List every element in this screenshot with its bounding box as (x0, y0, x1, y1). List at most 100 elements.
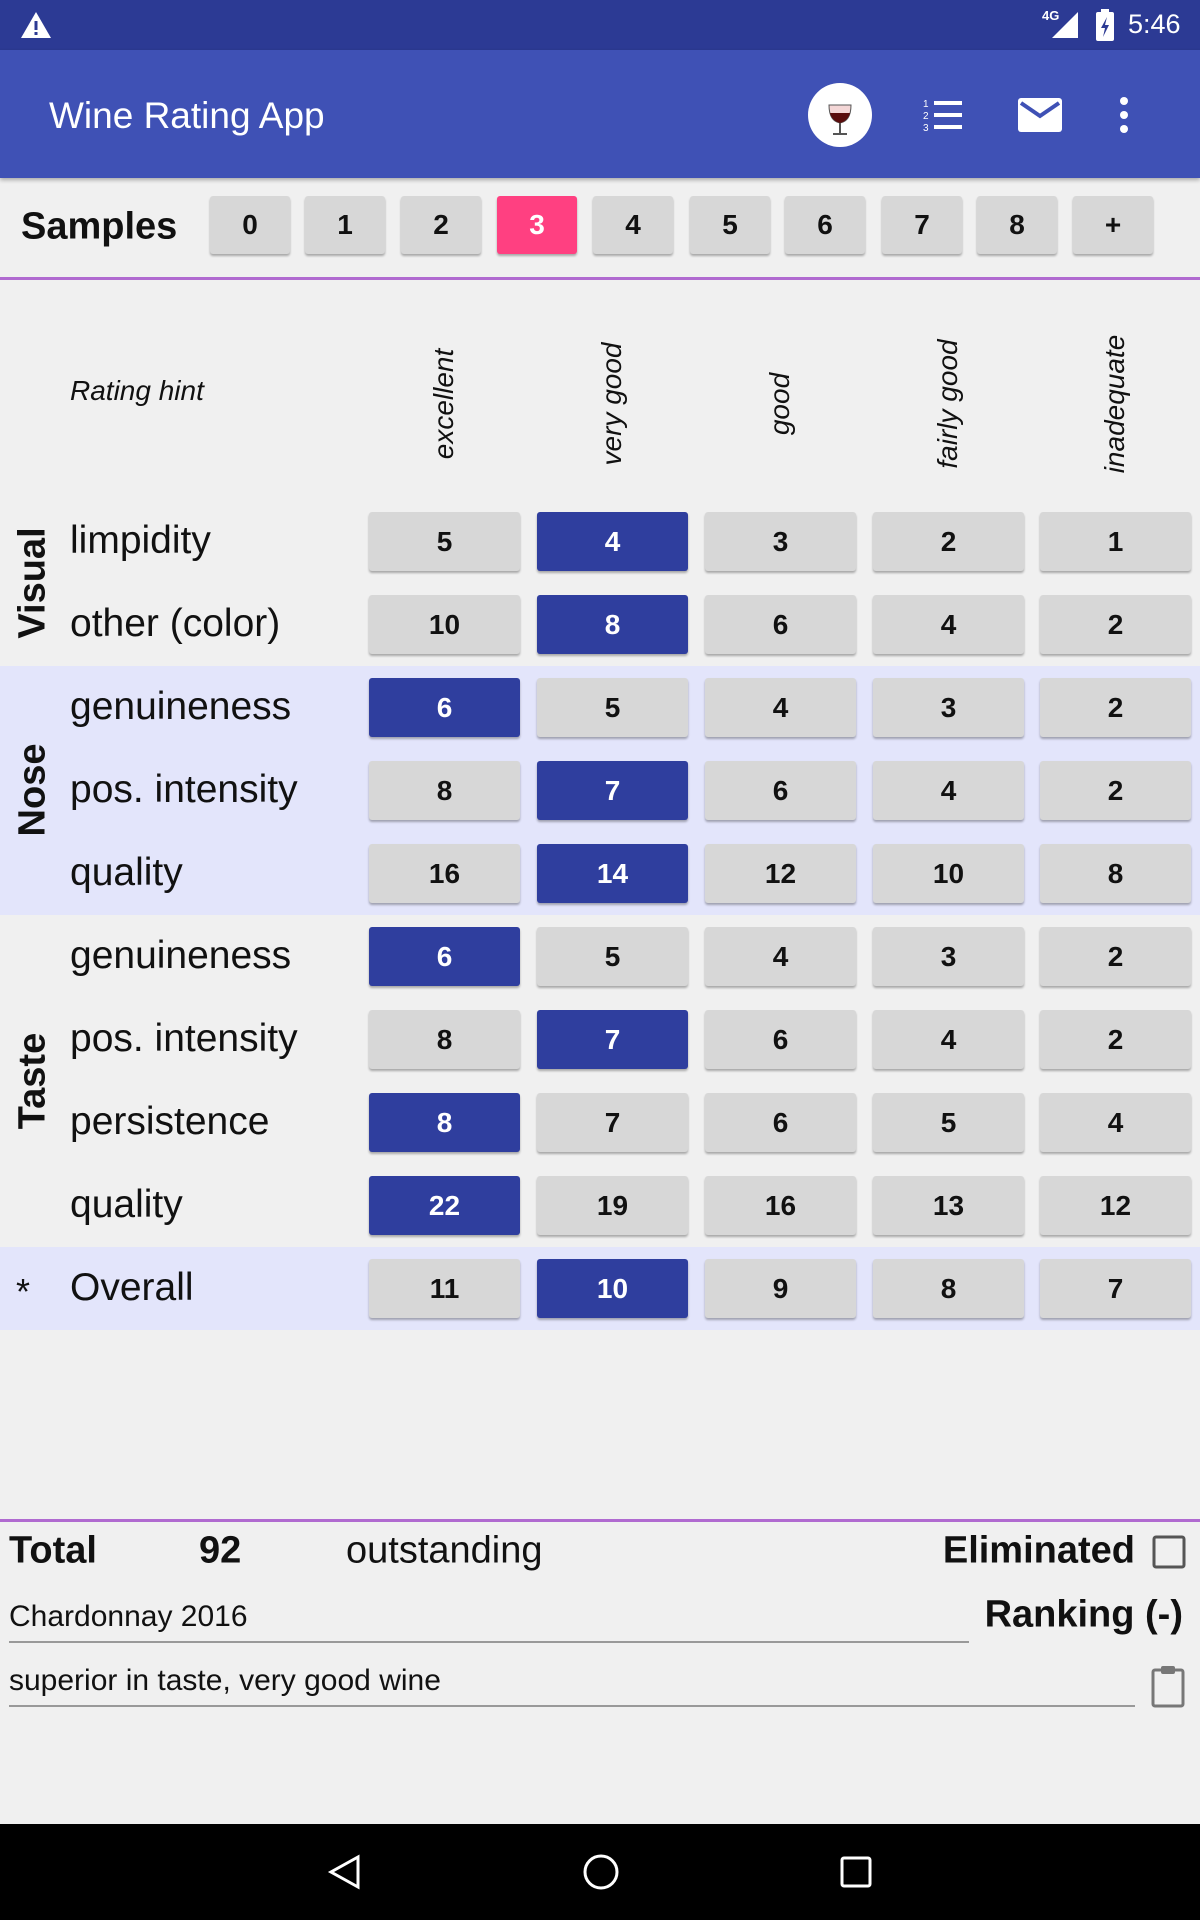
score-button[interactable]: 2 (1040, 678, 1191, 737)
column-header: fairly good (932, 339, 963, 469)
column-header: good (764, 372, 795, 436)
signal-icon (1052, 12, 1078, 38)
input-underline (9, 1641, 969, 1643)
score-button[interactable]: 9 (705, 1259, 856, 1318)
score-button[interactable]: 2 (1040, 927, 1191, 986)
svg-text:3: 3 (923, 123, 929, 133)
sample-button[interactable]: 6 (785, 196, 865, 254)
score-button[interactable]: 8 (369, 1010, 520, 1069)
sample-button[interactable]: 5 (690, 196, 770, 254)
sample-button[interactable]: 0 (210, 196, 290, 254)
score-button[interactable]: 7 (537, 761, 688, 820)
overflow-menu-button[interactable] (1114, 95, 1134, 135)
score-button[interactable]: 4 (705, 678, 856, 737)
score-button[interactable]: 13 (873, 1176, 1024, 1235)
score-button[interactable]: 5 (873, 1093, 1024, 1152)
score-button[interactable]: 3 (705, 512, 856, 571)
divider (0, 277, 1200, 280)
score-button[interactable]: 4 (873, 595, 1024, 654)
navigation-bar (0, 1824, 1200, 1920)
score-button[interactable]: 8 (1040, 844, 1191, 903)
score-button[interactable]: 2 (873, 512, 1024, 571)
score-button[interactable]: 4 (873, 1010, 1024, 1069)
score-button[interactable]: 8 (369, 1093, 520, 1152)
score-button[interactable]: 16 (705, 1176, 856, 1235)
eliminated-label: Eliminated (942, 1529, 1135, 1572)
score-button[interactable]: 2 (1040, 1010, 1191, 1069)
criterion-label: other (color) (70, 602, 281, 645)
score-button[interactable]: 8 (369, 761, 520, 820)
score-button[interactable]: 14 (537, 844, 688, 903)
score-button[interactable]: 2 (1040, 595, 1191, 654)
score-button[interactable]: 12 (1040, 1176, 1191, 1235)
score-button[interactable]: 6 (705, 1010, 856, 1069)
score-button[interactable]: 5 (537, 927, 688, 986)
score-button[interactable]: 6 (705, 595, 856, 654)
score-button[interactable]: 8 (873, 1259, 1024, 1318)
rating-hint-label: Rating hint (70, 375, 204, 406)
score-button[interactable]: 10 (873, 844, 1024, 903)
score-button[interactable]: 7 (537, 1010, 688, 1069)
group-label: Visual (11, 526, 54, 639)
score-button[interactable]: 16 (369, 844, 520, 903)
score-button[interactable]: 1 (1040, 512, 1191, 571)
recents-button[interactable] (839, 1855, 873, 1889)
sample-button[interactable]: + (1073, 196, 1153, 254)
svg-text:1: 1 (923, 99, 929, 110)
score-button[interactable]: 4 (537, 512, 688, 571)
score-button[interactable]: 4 (1040, 1093, 1191, 1152)
samples-label: Samples (21, 205, 178, 248)
score-button[interactable]: 7 (1040, 1259, 1191, 1318)
back-button[interactable] (326, 1854, 362, 1890)
score-button[interactable]: 7 (537, 1093, 688, 1152)
sample-button[interactable]: 7 (882, 196, 962, 254)
eliminated-checkbox[interactable] (1151, 1534, 1187, 1570)
score-button[interactable]: 10 (537, 1259, 688, 1318)
ranking-label: Ranking (-) (984, 1593, 1183, 1636)
warning-icon (21, 12, 51, 38)
score-button[interactable]: 8 (537, 595, 688, 654)
score-button[interactable]: 5 (369, 512, 520, 571)
sample-button[interactable]: 4 (593, 196, 673, 254)
column-header: excellent (428, 348, 459, 460)
score-button[interactable]: 19 (537, 1176, 688, 1235)
sample-button[interactable]: 2 (401, 196, 481, 254)
column-header: very good (596, 342, 627, 466)
score-button[interactable]: 6 (369, 678, 520, 737)
score-button[interactable]: 3 (873, 927, 1024, 986)
note[interactable]: superior in taste, very good wine (9, 1664, 441, 1697)
ranking-list-button[interactable]: 123 (922, 97, 964, 133)
criterion-label: Overall (70, 1266, 194, 1309)
svg-text:2: 2 (923, 111, 929, 122)
score-button[interactable]: 6 (705, 1093, 856, 1152)
wine-name[interactable]: Chardonnay 2016 (9, 1600, 248, 1633)
email-button[interactable] (1018, 98, 1062, 132)
score-button[interactable]: 22 (369, 1176, 520, 1235)
score-button[interactable]: 4 (705, 927, 856, 986)
score-button[interactable]: 12 (705, 844, 856, 903)
verdict: outstanding (346, 1529, 543, 1572)
score-button[interactable]: 4 (873, 761, 1024, 820)
score-button[interactable]: 5 (537, 678, 688, 737)
score-button[interactable]: 2 (1040, 761, 1191, 820)
wine-logo-button[interactable] (808, 83, 872, 147)
score-button[interactable]: 6 (369, 927, 520, 986)
criterion-label: pos. intensity (70, 1017, 298, 1060)
column-header: inadequate (1099, 334, 1130, 474)
sample-button[interactable]: 1 (305, 196, 385, 254)
score-button[interactable]: 11 (369, 1259, 520, 1318)
sample-button[interactable]: 3 (497, 196, 577, 254)
home-button[interactable] (582, 1853, 620, 1891)
clipboard-button[interactable] (1150, 1664, 1186, 1708)
score-button[interactable]: 10 (369, 595, 520, 654)
score-button[interactable]: 6 (705, 761, 856, 820)
sample-button[interactable]: 8 (977, 196, 1057, 254)
total-label: Total (9, 1529, 97, 1572)
input-underline (9, 1705, 1135, 1707)
network-type: 4G (1042, 8, 1060, 23)
criterion-label: genuineness (70, 934, 292, 977)
criterion-label: pos. intensity (70, 768, 298, 811)
score-button[interactable]: 3 (873, 678, 1024, 737)
